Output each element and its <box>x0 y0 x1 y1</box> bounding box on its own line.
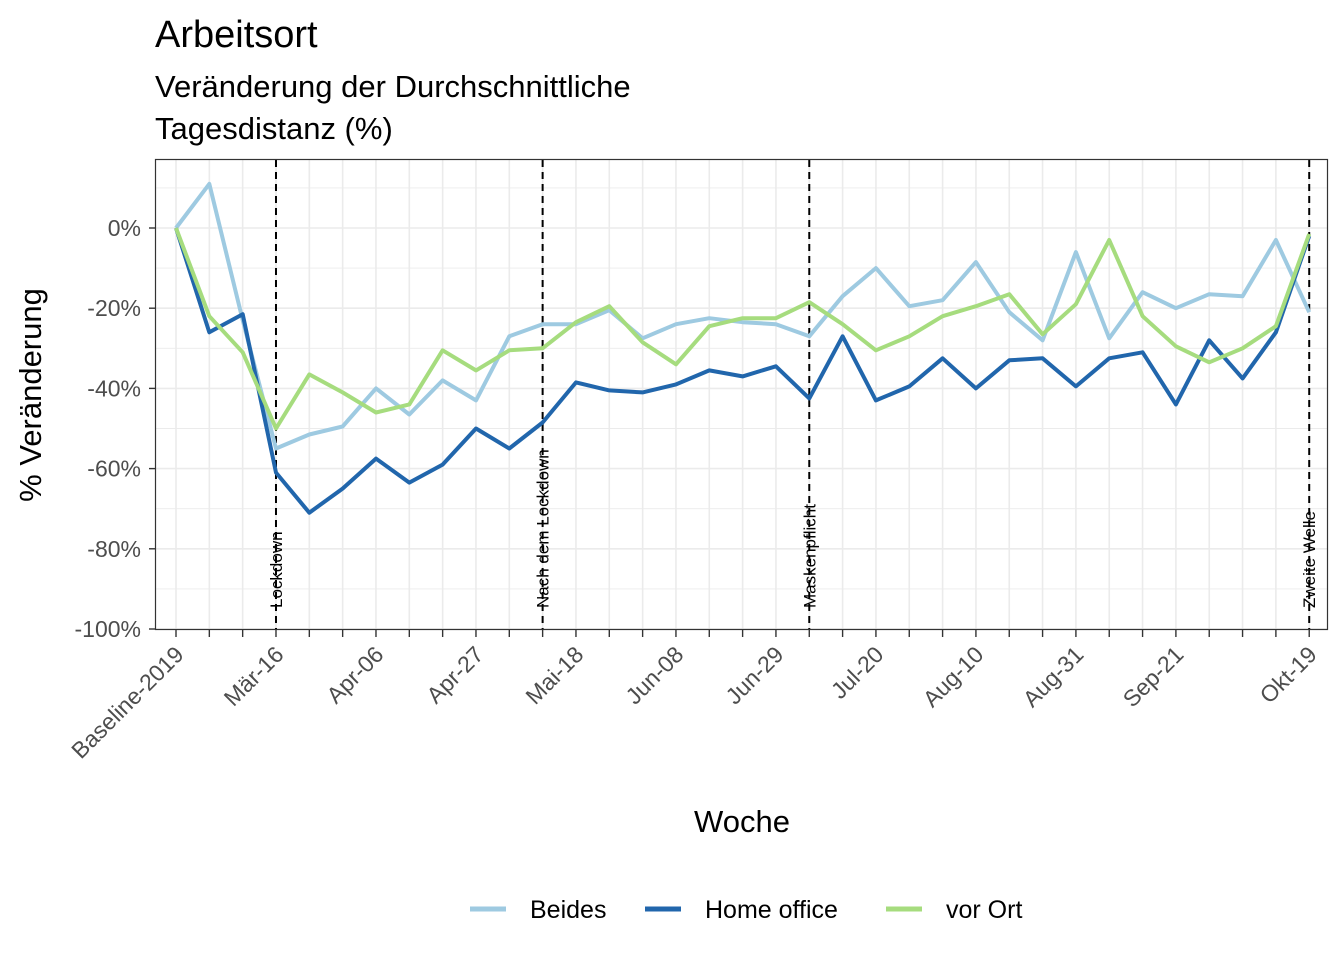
plot-panel <box>155 159 1328 630</box>
chart-subtitle-line-2: Tagesdistanz (%) <box>155 111 393 146</box>
series-line <box>174 181 1312 451</box>
x-tick-label: Mai-18 <box>520 641 588 709</box>
legend-label: vor Ort <box>946 896 1022 924</box>
x-axis: Baseline-2019 Mär-16 Apr-06 Apr-27 Mai-18 Jun… <box>66 630 1322 764</box>
x-tick-label: Sep-21 <box>1118 641 1189 712</box>
series-line <box>174 227 1312 431</box>
legend-label: Home office <box>705 896 838 924</box>
x-tick-label: Aug-31 <box>1018 641 1089 712</box>
legend: Beides Home office vor Ort <box>470 896 1022 924</box>
y-tick-label: -80% <box>87 536 141 562</box>
legend-label: Beides <box>530 896 606 924</box>
plot-border <box>154 158 1329 631</box>
event-label: Nach dem Lockdown <box>534 449 553 608</box>
event-label: Zweite Welle <box>1300 511 1319 608</box>
x-tick-label: Jun-08 <box>620 641 688 709</box>
x-tick-label: Jul-20 <box>826 641 889 704</box>
y-tick-label: -20% <box>87 295 141 321</box>
y-axis: 0% -20% -40% -60% -80% -100% <box>75 215 155 642</box>
event-label: Maskenpflicht <box>800 504 819 608</box>
series-line <box>174 227 1312 515</box>
x-tick-label: Aug-10 <box>918 641 989 712</box>
x-tick-label: Mär-16 <box>219 641 289 711</box>
x-tick-label: Okt-19 <box>1255 641 1322 708</box>
x-axis-title: Woche <box>694 804 790 839</box>
y-tick-label: -60% <box>87 456 141 482</box>
y-tick-label: -40% <box>87 375 141 401</box>
series-lines <box>174 181 1312 515</box>
x-tick-label: Apr-27 <box>421 641 488 708</box>
x-tick-label: Jun-29 <box>720 641 788 709</box>
y-tick-label: -100% <box>75 616 141 642</box>
x-tick-label: Baseline-2019 <box>66 641 188 763</box>
x-tick-label: Apr-06 <box>321 641 388 708</box>
chart-title: Arbeitsort <box>155 14 318 56</box>
y-axis-title: % Veränderung <box>13 288 48 502</box>
y-tick-label: 0% <box>108 215 141 241</box>
event-label: Lockdown <box>267 531 286 608</box>
chart-subtitle-line-1: Veränderung der Durchschnittliche <box>155 69 631 104</box>
